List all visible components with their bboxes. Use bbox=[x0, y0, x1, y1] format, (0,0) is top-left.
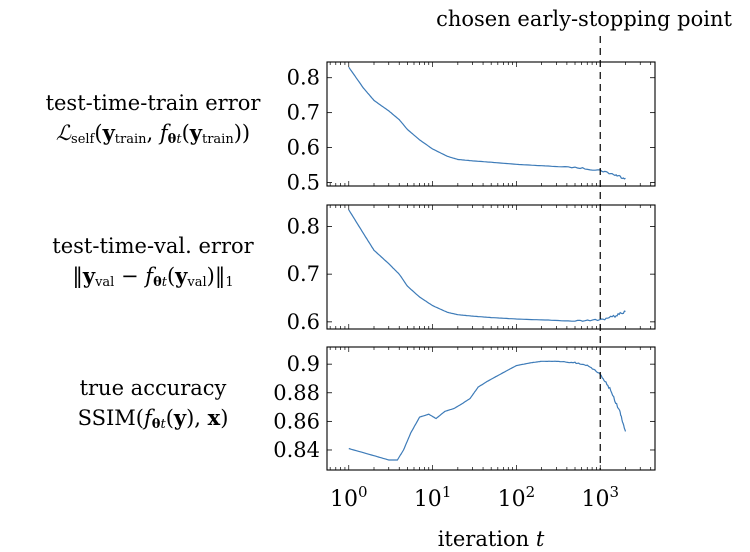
y-tick-label: 0.9 bbox=[287, 352, 320, 376]
x-tick-label: 101 bbox=[414, 483, 452, 512]
row-label-accuracy-formula: SSIM(fθt(y), x) bbox=[77, 405, 229, 432]
early-stopping-annotation: chosen early-stopping point bbox=[436, 7, 732, 31]
x-axis-label: iteration t bbox=[438, 527, 545, 551]
y-tick-label: 0.84 bbox=[273, 438, 320, 462]
y-tick-label: 0.8 bbox=[287, 214, 320, 238]
row-label-val: test-time-val. error ‖yval − fθt(yval)‖1 bbox=[0, 232, 306, 297]
y-tick-label: 0.5 bbox=[287, 171, 320, 195]
row-label-val-formula: ‖yval − fθt(yval)‖1 bbox=[72, 263, 234, 290]
row-label-train-formula: ℒself(ytrain, fθt(ytrain)) bbox=[55, 120, 251, 147]
row-label-accuracy-title: true accuracy bbox=[79, 376, 227, 400]
panel-accuracy: 0.84 0.86 0.88 0.9 100 101 102 103 bbox=[273, 346, 656, 512]
series-line-val-error bbox=[348, 209, 626, 322]
panel-train-error: 0.5 0.6 0.7 0.8 bbox=[287, 61, 656, 195]
x-tick-label: 103 bbox=[581, 483, 619, 512]
x-tick-label: 100 bbox=[330, 483, 368, 512]
y-tick-label: 0.6 bbox=[287, 136, 320, 160]
y-tick-label: 0.7 bbox=[287, 262, 320, 286]
series-line-train-error bbox=[348, 66, 626, 180]
y-tick-label: 0.88 bbox=[273, 381, 320, 405]
panel-val-error: 0.6 0.7 0.8 bbox=[287, 204, 656, 334]
y-tick-label: 0.7 bbox=[287, 101, 320, 125]
plot-frame bbox=[326, 346, 656, 471]
row-label-val-title: test-time-val. error bbox=[52, 234, 254, 258]
y-tick-label: 0.6 bbox=[287, 310, 320, 334]
y-tick-label: 0.8 bbox=[287, 66, 320, 90]
row-label-train-title: test-time-train error bbox=[45, 91, 261, 115]
row-label-train: test-time-train error ℒself(ytrain, fθt(… bbox=[0, 89, 306, 154]
plot-frame bbox=[326, 61, 656, 187]
y-tick-label: 0.86 bbox=[273, 409, 320, 433]
series-line-accuracy bbox=[348, 360, 627, 461]
x-tick-label: 102 bbox=[498, 483, 536, 512]
row-label-accuracy: true accuracy SSIM(fθt(y), x) bbox=[0, 374, 306, 439]
plot-frame bbox=[326, 204, 656, 330]
